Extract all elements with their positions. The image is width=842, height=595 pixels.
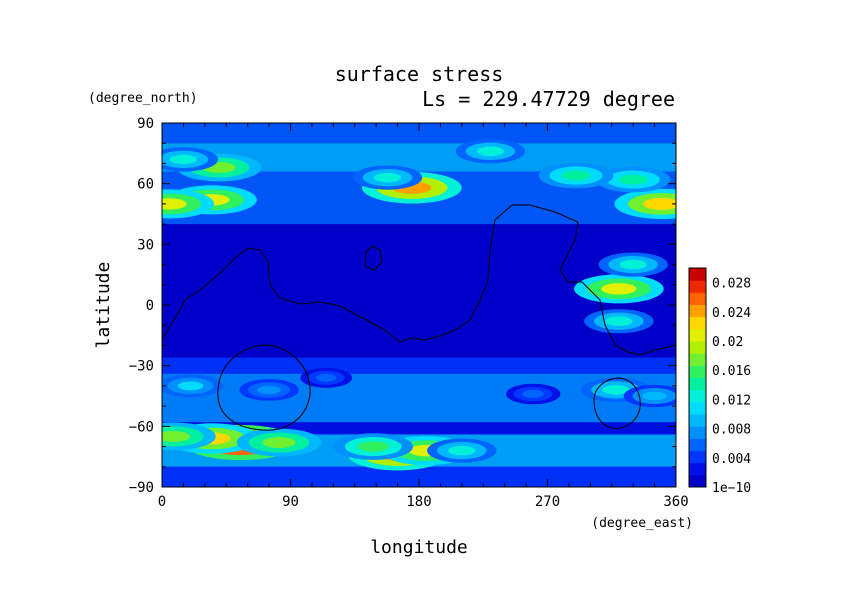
colorbar-segment [689,341,706,354]
colorbar-segment [689,365,706,378]
field-feature-core [177,381,204,391]
y-tick-label: −90 [129,480,154,496]
colorbar-segment [689,316,706,330]
field-feature-core [619,259,647,270]
coastlines [162,204,676,431]
x-tick-label: 90 [282,494,299,510]
colorbar-tick-label: 0.02 [712,335,743,350]
colorbar-tick-label: 0.012 [712,393,751,408]
field-feature-core [316,373,337,382]
colorbar-segment [689,280,706,293]
x-units-label: (degree_east) [591,516,693,531]
x-tick-label: 270 [535,494,560,510]
colorbar-tick-label: 0.024 [712,306,751,321]
field-feature-core [605,316,633,326]
colorbar-segment [689,438,706,451]
colorbar-segment [689,353,706,366]
y-tick-label: 0 [146,298,154,314]
colorbar-segment [689,389,706,403]
field-feature-core [643,197,676,210]
x-axis-label: longitude [370,537,468,558]
colorbar-segment [689,268,706,281]
colorbar: 1e−10 0.004 0.008 0.012 0.016 0.02 0.024 0.028 [688,267,751,496]
colorbar-tick-label: 1e−10 [712,481,751,496]
y-tick-label: 60 [137,177,154,193]
field-band [162,357,676,374]
colorbar-tick-label: 0.004 [712,452,751,467]
y-units-label: (degree_north) [88,91,198,106]
field-feature-core [162,430,191,442]
colorbar-segment [689,462,706,476]
colorbar-frame [688,267,707,488]
field-feature-core [257,385,281,395]
colorbar-segment [689,426,706,439]
colorbar-segment [689,401,706,415]
y-tick-label: 90 [137,116,154,132]
colorbar-tick-label: 0.028 [712,277,751,292]
coastline-west [162,204,676,356]
coastline-crater-east [593,377,641,429]
field-feature-core [373,172,402,183]
colorbar-tick-label: 0.008 [712,423,751,438]
field-feature-core [476,146,505,157]
x-axis: 0 90 180 270 360 [158,123,689,510]
y-axis-label: latitude [93,262,114,349]
colorbar-segment [689,328,706,342]
colorbar-segment [689,304,706,318]
field-feature-core [602,385,630,395]
chart-title: surface stress [335,62,504,86]
x-tick-label: 360 [663,494,688,510]
coastline-crater-west [217,344,311,431]
field-feature-core [448,445,476,456]
y-tick-label: −60 [129,419,154,435]
x-tick-label: 0 [158,494,166,510]
field-feature-core [561,170,591,181]
field-feature-core [522,389,544,399]
field-feature-core [601,283,637,295]
field-feature-core [162,198,187,210]
colorbar-segment [689,292,706,305]
field-feature-core [618,174,648,185]
field-feature-core [262,437,296,448]
y-tick-label: 30 [137,237,154,253]
y-tick-label: −30 [129,359,154,375]
colorbar-tick-label: 0.016 [712,364,751,379]
field-feature-core [642,391,667,401]
field-feature-core [357,441,389,452]
y-axis: 90 60 30 0 −30 −60 −90 [129,116,676,496]
stress-field [162,123,676,487]
field-feature-core [169,154,198,165]
colorbar-segment [689,474,706,488]
chart-subtitle: Ls = 229.47729 degree [422,87,675,111]
coastline-island [364,245,383,271]
colorbar-segment [689,450,706,464]
colorbar-segment [689,377,706,391]
colorbar-segment [689,414,706,427]
x-tick-label: 180 [406,494,431,510]
